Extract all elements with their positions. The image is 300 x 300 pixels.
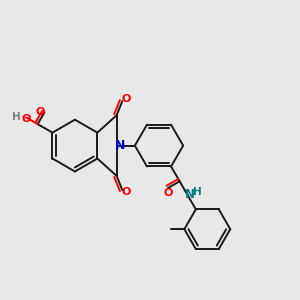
Text: H: H [193, 187, 202, 197]
Text: N: N [115, 139, 126, 152]
Text: O: O [21, 114, 31, 124]
Text: O: O [35, 107, 45, 117]
Text: N: N [185, 188, 195, 201]
Text: O: O [121, 187, 130, 197]
Text: H: H [12, 112, 21, 122]
Text: O: O [163, 188, 172, 198]
Text: O: O [121, 94, 130, 104]
